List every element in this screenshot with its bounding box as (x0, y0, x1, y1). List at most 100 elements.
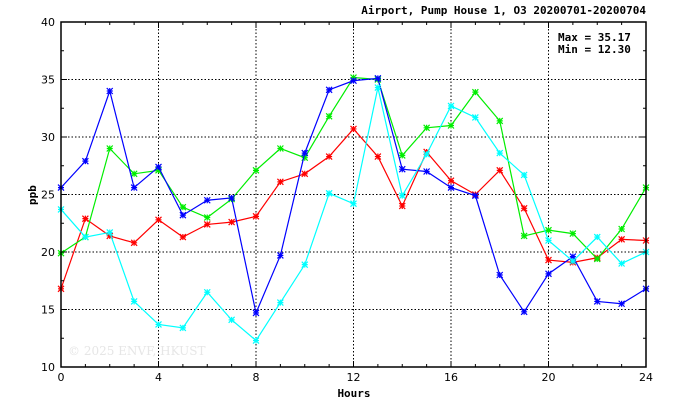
data-point (618, 260, 626, 267)
data-point (252, 309, 260, 317)
data-point (350, 200, 357, 208)
data-point (471, 88, 479, 96)
y-tick-label: 20 (41, 246, 55, 259)
data-point (520, 204, 528, 212)
data-point (447, 102, 455, 110)
data-point (520, 171, 528, 179)
data-point (301, 154, 309, 162)
data-point (545, 226, 552, 234)
data-point (496, 117, 504, 125)
data-point (276, 299, 284, 307)
data-point (374, 84, 382, 91)
data-point (618, 235, 626, 243)
data-point (496, 271, 504, 279)
series-day-3 (57, 74, 650, 317)
y-tick-label: 15 (41, 304, 55, 317)
data-point (228, 316, 236, 324)
data-point (325, 189, 333, 197)
y-tick-label: 10 (41, 361, 55, 374)
y-tick-label: 30 (41, 131, 55, 144)
data-point (81, 233, 89, 241)
data-point (130, 239, 138, 247)
x-tick-label: 20 (542, 371, 556, 384)
data-point (130, 298, 138, 305)
data-point (179, 233, 187, 241)
data-point (423, 168, 431, 175)
data-point (301, 261, 309, 269)
data-point (301, 149, 309, 157)
data-point (252, 166, 260, 174)
data-point (276, 145, 284, 152)
x-tick-label: 24 (639, 371, 653, 384)
data-point (106, 145, 114, 152)
data-point (618, 300, 626, 308)
data-point (301, 170, 309, 178)
data-point (423, 124, 431, 132)
data-point (569, 253, 577, 261)
chart-title: Airport, Pump House 1, O3 20200701-20200… (361, 4, 646, 17)
data-point (228, 218, 236, 226)
data-point (325, 86, 333, 94)
x-tick-label: 12 (347, 371, 361, 384)
data-point (398, 165, 406, 173)
data-point (350, 125, 357, 133)
data-point (203, 288, 211, 296)
data-point (374, 153, 382, 160)
data-point (179, 324, 187, 332)
data-point (471, 114, 479, 121)
y-axis-label: ppb (26, 185, 39, 205)
data-point (155, 321, 162, 328)
x-axis-label: Hours (337, 387, 370, 400)
data-point (179, 211, 187, 219)
data-point (447, 184, 455, 192)
data-point (520, 308, 528, 316)
x-tick-label: 16 (444, 371, 458, 384)
data-point (203, 196, 211, 204)
data-point (545, 270, 552, 278)
max-annotation: Max = 35.17 (558, 31, 631, 44)
data-point (325, 153, 333, 160)
series-line (60, 76, 647, 260)
data-point (325, 112, 333, 120)
data-point (106, 232, 114, 240)
y-tick-label: 35 (41, 74, 55, 87)
data-point (398, 151, 406, 159)
data-point (545, 237, 552, 244)
data-point (276, 252, 284, 259)
data-point (106, 87, 114, 95)
data-point (81, 157, 89, 165)
data-point (398, 202, 406, 210)
data-point (81, 215, 89, 223)
data-point (252, 337, 260, 344)
data-point (618, 225, 626, 233)
data-point (423, 150, 431, 158)
data-point (520, 232, 528, 240)
min-annotation: Min = 12.30 (558, 43, 631, 56)
data-point (155, 163, 162, 171)
data-point (106, 229, 114, 236)
data-point (130, 184, 138, 192)
data-point (447, 122, 455, 129)
data-point (398, 192, 406, 200)
data-point (130, 170, 138, 178)
data-point (447, 177, 455, 185)
y-tick-label: 25 (41, 189, 55, 202)
data-point (155, 166, 162, 174)
data-point (471, 192, 479, 200)
data-point (545, 256, 552, 264)
data-point (593, 233, 601, 241)
data-point (496, 166, 504, 174)
data-point (350, 74, 357, 81)
data-point (350, 77, 357, 85)
y-tick-label: 40 (41, 16, 55, 29)
x-tick-label: 0 (58, 371, 65, 384)
ticks: 0 4 8 12 16 20 24 10 15 20 25 30 35 40 (41, 16, 653, 384)
data-point (179, 203, 187, 211)
x-tick-label: 8 (253, 371, 260, 384)
data-point (276, 178, 284, 186)
data-point (569, 230, 577, 238)
data-point (569, 257, 577, 265)
data-point (496, 149, 504, 157)
data-point (203, 214, 211, 221)
